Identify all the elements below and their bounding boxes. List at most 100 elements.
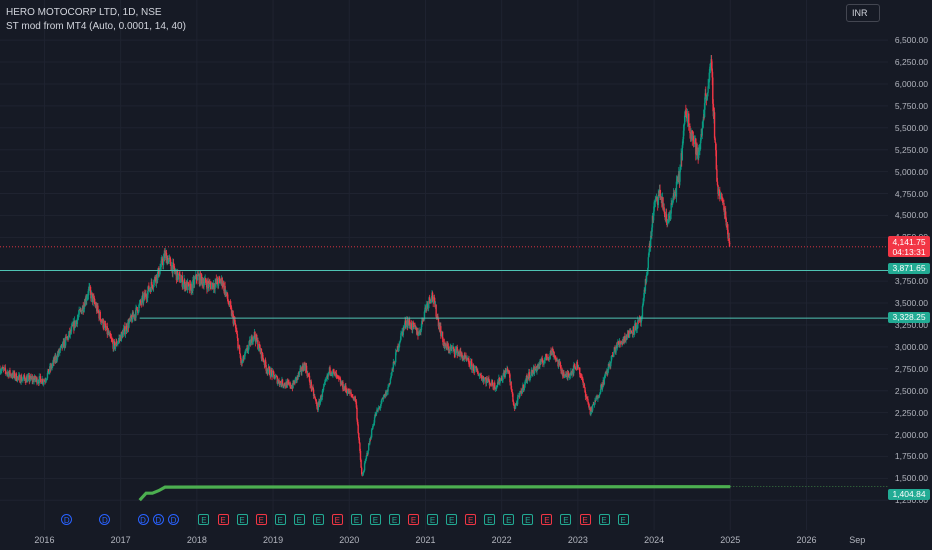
candle-body <box>93 297 96 303</box>
earnings-icon[interactable]: E <box>369 514 381 525</box>
candle-body <box>521 389 523 394</box>
candle-body <box>76 318 79 324</box>
candle-body <box>528 372 531 380</box>
candle-body <box>574 367 577 370</box>
earnings-icon[interactable]: E <box>617 514 629 525</box>
candle-body <box>329 367 331 373</box>
candle-body <box>213 283 215 288</box>
candle-body <box>20 376 23 381</box>
candle-body <box>685 111 687 116</box>
candle-body <box>194 277 196 279</box>
candle-body <box>241 359 244 363</box>
candle-body <box>382 398 384 400</box>
candle-body <box>122 331 124 338</box>
candle-body <box>699 140 702 150</box>
earnings-icon[interactable]: E <box>503 514 515 525</box>
dividend-icon[interactable]: D <box>99 514 111 525</box>
dividend-icon[interactable]: D <box>168 514 179 525</box>
time-axis[interactable]: 2016 2017 2018 2019 2020 2021 2022 2023 2024 2025… <box>0 530 932 550</box>
candle-body <box>477 370 479 374</box>
candle-body <box>647 267 649 275</box>
candle-body <box>363 470 365 473</box>
candle-body <box>153 279 155 285</box>
earnings-icon[interactable]: E <box>408 514 420 525</box>
candle-body <box>671 200 674 205</box>
candle-body <box>110 336 112 338</box>
earnings-icon[interactable]: E <box>217 514 229 525</box>
candle-body <box>299 368 301 372</box>
earnings-icon[interactable]: E <box>293 514 305 525</box>
candle-body <box>200 274 203 279</box>
earnings-icon[interactable]: E <box>198 514 210 525</box>
time-tick-label: 2017 <box>110 535 131 545</box>
dividend-icon[interactable]: D <box>152 514 164 525</box>
candle-body <box>322 389 324 391</box>
earnings-icon[interactable]: E <box>484 514 496 525</box>
earnings-icon[interactable]: E <box>236 514 248 525</box>
candle-body <box>512 401 515 405</box>
earnings-icon[interactable]: E <box>579 514 591 525</box>
earnings-icon[interactable]: E <box>331 514 343 525</box>
candle-body <box>187 282 189 284</box>
earnings-icon[interactable]: E <box>541 514 553 525</box>
candle-body <box>544 357 546 361</box>
symbol-title[interactable]: HERO MOTOCORP LTD, 1D, NSE <box>6 7 162 18</box>
earnings-icon[interactable]: E <box>522 514 534 525</box>
candle-body <box>511 388 513 392</box>
earnings-icon[interactable]: E <box>350 514 362 525</box>
price-axis[interactable]: 6,500.00 6,250.00 6,000.00 5,750.00 5,500.00… <box>888 0 932 530</box>
earnings-icon[interactable]: E <box>465 514 477 525</box>
candle-body <box>597 396 599 400</box>
earnings-icon[interactable]: E <box>427 514 439 525</box>
earnings-icon[interactable]: E <box>598 514 610 525</box>
earnings-icon[interactable]: E <box>446 514 458 525</box>
candle-body <box>607 363 610 371</box>
candle-body <box>622 339 624 343</box>
dividend-icon[interactable]: D <box>137 514 149 525</box>
candle-body <box>102 319 104 328</box>
candle-body <box>580 374 582 377</box>
candle-body <box>78 309 80 315</box>
chart-area[interactable]: HERO MOTOCORP LTD, 1D, NSE ST mod from M… <box>0 0 888 530</box>
candle-body <box>284 383 286 386</box>
candle-body <box>209 283 212 285</box>
candle-body <box>720 195 723 197</box>
candle-body <box>633 331 635 334</box>
price-tick-label: 4,750.00 <box>894 188 928 199</box>
earnings-icon[interactable]: E <box>560 514 572 525</box>
candle-body <box>189 284 191 291</box>
candle-body <box>321 397 323 400</box>
candle-body <box>698 150 701 152</box>
candle-body <box>236 334 239 339</box>
candle-body <box>468 364 471 366</box>
candle-body <box>276 376 278 384</box>
candle-body <box>141 297 143 304</box>
candle-body <box>40 379 42 384</box>
candle-body <box>501 377 503 381</box>
currency-button[interactable]: INR <box>846 4 880 22</box>
candle-body <box>250 339 252 346</box>
candle-body <box>87 288 90 296</box>
earnings-icon[interactable]: E <box>255 514 267 525</box>
dividend-icon[interactable]: D <box>61 514 73 525</box>
candle-body <box>111 340 114 343</box>
candle-body <box>264 359 267 366</box>
candle-body <box>617 341 620 344</box>
candle-body <box>498 378 501 384</box>
price-chart[interactable] <box>0 0 888 530</box>
earnings-icon[interactable]: E <box>312 514 324 525</box>
candle-body <box>169 259 172 266</box>
indicator-title[interactable]: ST mod from MT4 (Auto, 0.0001, 14, 40) <box>6 21 186 32</box>
candle-body <box>357 424 359 433</box>
candle-body <box>356 419 359 425</box>
candle-body <box>111 338 113 341</box>
candle-body <box>540 359 542 364</box>
time-tick-label: 2018 <box>186 535 207 545</box>
candle-body <box>274 376 277 379</box>
time-tick-label: 2024 <box>644 535 665 545</box>
candle-body <box>370 437 372 440</box>
earnings-icon[interactable]: E <box>274 514 286 525</box>
earnings-icon[interactable]: E <box>388 514 400 525</box>
candle-body <box>445 343 447 347</box>
candle-body <box>364 461 366 464</box>
